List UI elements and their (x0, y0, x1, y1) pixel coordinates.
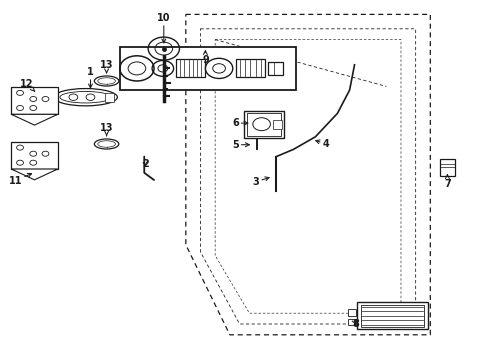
Ellipse shape (98, 78, 115, 84)
Polygon shape (11, 169, 58, 180)
Text: 1: 1 (87, 67, 94, 88)
Bar (176, 59, 205, 77)
Ellipse shape (54, 89, 117, 106)
Text: 4: 4 (315, 139, 329, 149)
Bar (247, 113, 280, 135)
Text: 13: 13 (100, 60, 113, 73)
Ellipse shape (60, 91, 111, 103)
Text: 12: 12 (20, 78, 35, 91)
Ellipse shape (94, 76, 119, 86)
Text: 5: 5 (231, 140, 249, 150)
Bar (360, 305, 423, 327)
Text: 7: 7 (443, 175, 450, 189)
Bar (11, 87, 58, 114)
Text: 13: 13 (100, 123, 113, 136)
Text: 8: 8 (351, 319, 358, 329)
Ellipse shape (94, 139, 119, 149)
Bar (244, 111, 283, 138)
Text: 3: 3 (252, 177, 268, 187)
Bar (268, 62, 283, 75)
Bar (105, 93, 114, 102)
Polygon shape (11, 114, 58, 125)
Text: 6: 6 (231, 118, 247, 128)
Bar (347, 319, 355, 325)
Text: 10: 10 (157, 13, 170, 43)
Bar (439, 159, 454, 176)
Bar (272, 120, 281, 129)
Ellipse shape (98, 141, 115, 147)
Bar (11, 142, 58, 169)
Text: 9: 9 (202, 51, 208, 66)
Text: 11: 11 (8, 174, 32, 186)
Text: 2: 2 (142, 159, 148, 169)
Bar (356, 302, 427, 329)
Bar (236, 59, 264, 77)
Bar (120, 47, 295, 90)
Bar (347, 309, 355, 316)
